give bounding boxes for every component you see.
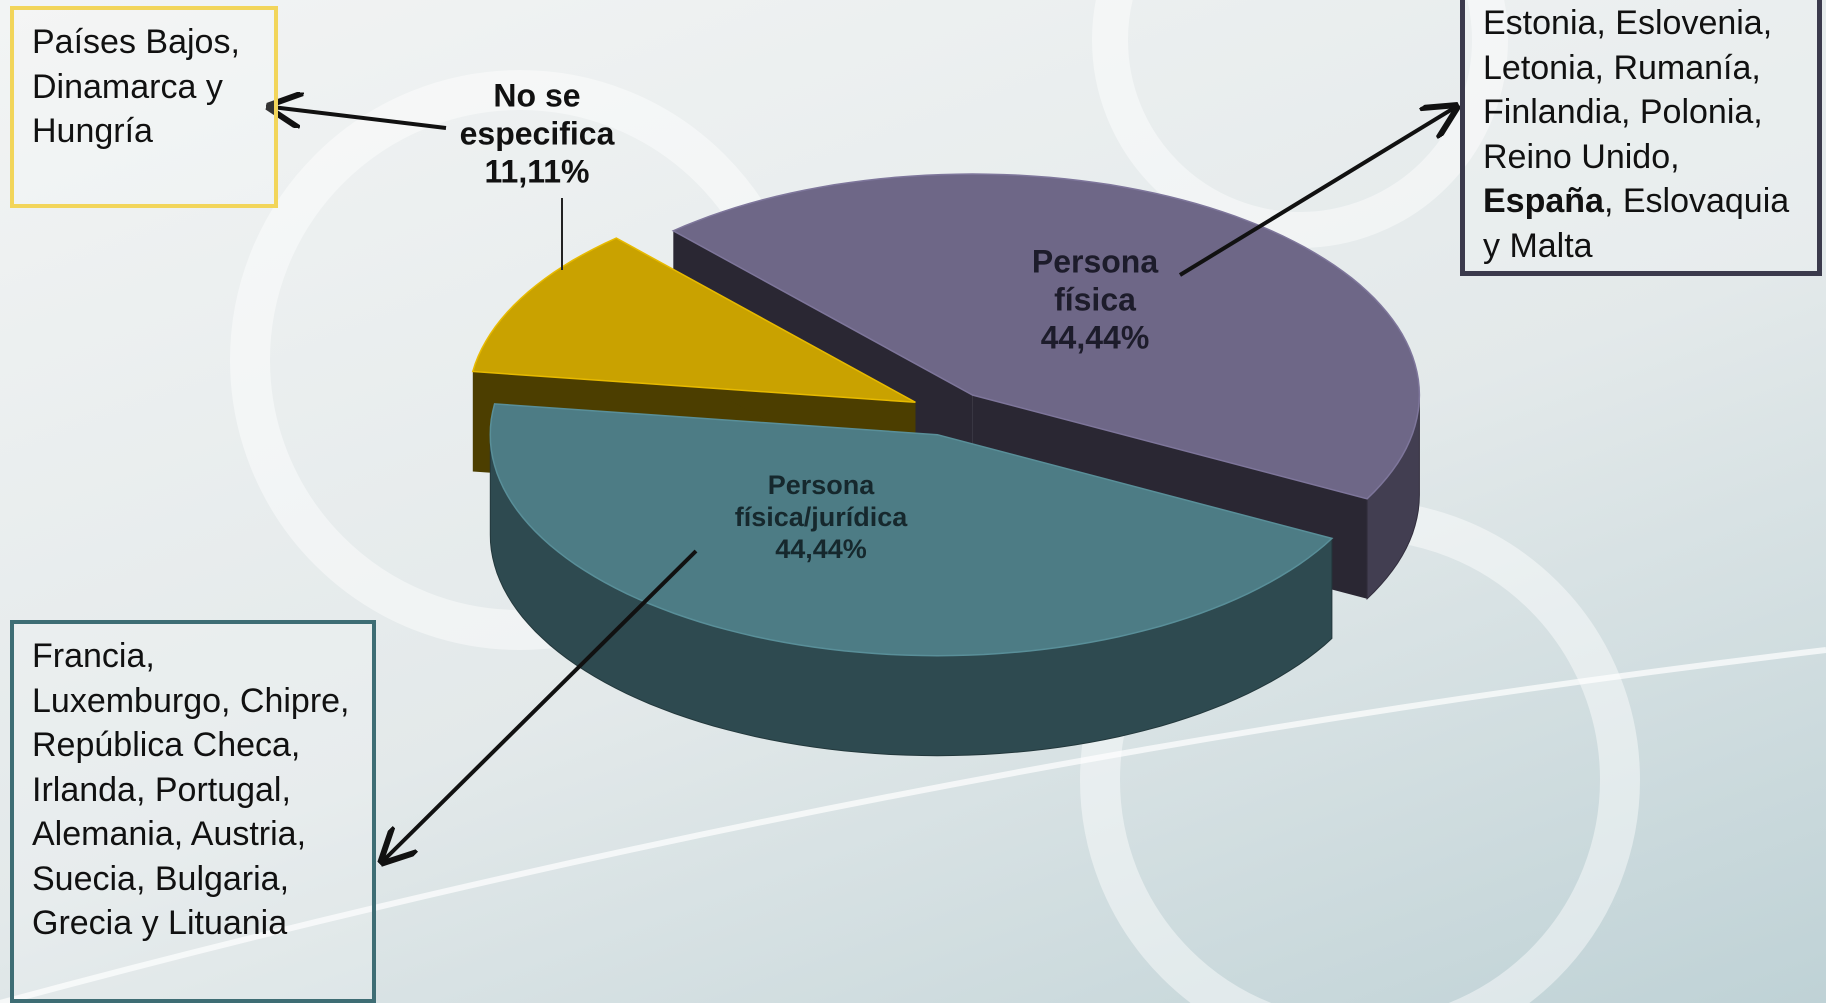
annotation-box: Estonia, Eslovenia, Letonia, Rumanía, Fi… bbox=[1460, 0, 1822, 276]
slice-top bbox=[671, 173, 1421, 500]
annotation-text: Estonia, Eslovenia, Letonia, Rumanía, Fi… bbox=[1483, 4, 1773, 176]
category-label: Persona física/jurídica bbox=[734, 470, 908, 533]
annotation-text: Países Bajos, Dinamarca y Hungría bbox=[32, 23, 240, 150]
annotation-box: Francia, Luxemburgo, Chipre, República C… bbox=[10, 620, 376, 1003]
category-label: No se especifica bbox=[459, 77, 615, 152]
leaders bbox=[272, 107, 1454, 860]
annotation-text: España bbox=[1483, 182, 1604, 220]
category-label: Persona física bbox=[1031, 243, 1159, 318]
value-label: 11,11% bbox=[484, 152, 590, 189]
slice-label: Persona física/jurídica 44,44% bbox=[706, 470, 936, 566]
slice-top bbox=[489, 403, 1334, 657]
slice-top bbox=[471, 237, 916, 404]
arrow bbox=[384, 549, 698, 860]
annotation-box: Países Bajos, Dinamarca y Hungría bbox=[10, 6, 278, 208]
arrow bbox=[272, 107, 447, 130]
slice-label: Persona física 44,44% bbox=[1000, 243, 1190, 356]
value-label: 44,44% bbox=[1040, 318, 1150, 355]
slice-label: No se especifica 11,11% bbox=[437, 77, 637, 190]
value-label: 44,44% bbox=[775, 533, 867, 564]
arrow bbox=[1178, 108, 1454, 277]
pie-slice bbox=[489, 403, 1334, 757]
annotation-text: Francia, Luxemburgo, Chipre, República C… bbox=[32, 637, 350, 942]
pie bbox=[471, 173, 1421, 757]
annotation-text: , Eslovaquia y Malta bbox=[1483, 182, 1790, 265]
